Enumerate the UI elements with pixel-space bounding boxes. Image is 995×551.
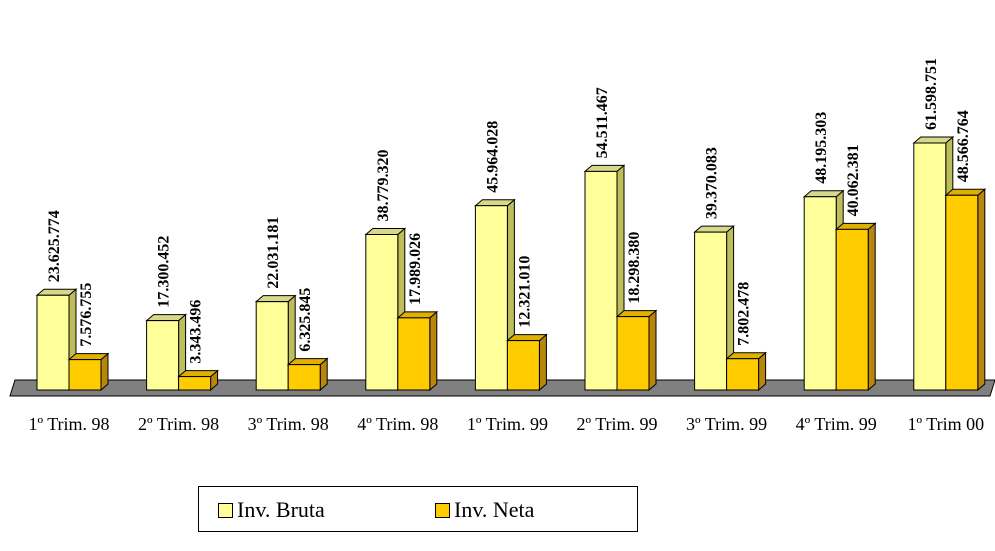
bar-front [506,340,540,391]
bar-side [538,333,547,392]
bar-side [977,188,986,392]
legend-swatch-series-2 [435,502,450,518]
bar-top [177,370,219,378]
bar-1-7 [693,225,735,392]
value-label-2-4: 17.989.026 [407,233,424,305]
x-tick-labels-group: 1º Trim. 98 2º Trim. 98 3º Trim. 98 4º Trim… [28,414,984,434]
bar-front [694,231,728,391]
value-label-2-7: 7.802.478 [736,282,753,346]
bar-top [912,136,955,144]
x-tick-label-3: 3º Trim. 98 [248,414,329,434]
bar-top [834,222,877,230]
bar-front [365,234,399,391]
bar-2-4 [396,310,439,392]
value-label-2-8: 40.062.381 [845,144,862,216]
value-label-1-3: 22.031.181 [265,217,282,289]
x-tick-label-9: 1º Trim 00 [907,414,984,434]
bar-top [67,353,110,361]
legend-item-series-2: Inv. Neta [435,497,534,523]
bar-top [364,228,407,236]
bar-top [725,352,767,360]
bar-top [615,310,658,318]
bar-front [803,196,837,391]
x-tick-label-6: 2º Trim. 99 [576,414,657,434]
legend-swatch-series-1 [218,502,233,518]
x-tick-label-1: 1º Trim. 98 [28,414,109,434]
value-label-1-6: 54.511.467 [594,87,611,158]
bar-front [397,317,431,391]
x-tick-label-5: 1º Trim. 99 [467,414,548,434]
value-label-1-9: 61.598.751 [923,58,940,130]
bar-front [178,376,212,391]
bar-side [867,222,876,392]
bar-front [36,294,70,391]
bar-1-5 [474,198,516,392]
legend-item-series-1: Inv. Bruta [218,497,325,523]
bar-front [616,316,650,391]
bar-front [584,170,618,391]
bar-top [145,314,187,322]
value-label-2-2: 3.343.496 [188,300,205,364]
bar-top [35,288,78,296]
bar-top [396,311,439,319]
value-label-2-9: 48.566.764 [955,110,972,182]
value-label-2-1: 7.576.755 [78,283,95,347]
bar-front [913,142,947,391]
bar-front [287,364,321,391]
value-label-1-1: 23.625.774 [46,210,63,282]
bar-front [146,320,180,391]
value-label-1-8: 48.195.303 [813,112,830,184]
bar-top [506,334,548,342]
bar-side [429,310,438,392]
bar-2-6 [615,309,658,392]
bar-top [802,190,845,198]
bar-front [255,301,289,391]
bar-2-3 [286,357,329,392]
bar-front [835,228,869,391]
legend-label-series-2: Inv. Neta [454,497,535,522]
value-label-2-5: 12.321.010 [516,256,533,328]
bar-top [944,188,987,196]
bar-2-2 [177,369,219,392]
bar-1-4 [364,227,407,392]
x-tick-label-7: 3º Trim. 99 [686,414,767,434]
bar-side [648,309,657,392]
bar-1-2 [145,313,187,392]
value-label-1-4: 38.779.320 [375,150,392,222]
bar-2-9 [944,188,987,392]
value-label-2-6: 18.298.380 [626,232,643,304]
bar-2-8 [834,222,877,392]
bar-2-5 [506,333,548,392]
x-tick-label-4: 4º Trim. 98 [357,414,438,434]
bar-front [726,358,760,391]
x-tick-label-8: 4º Trim. 99 [796,414,877,434]
legend: Inv. Bruta Inv. Neta [198,486,638,532]
value-labels-group: 23.625.774 7.576.755 17.300.452 3.343.496 22… [46,58,972,364]
bar-2-7 [725,351,767,392]
bars-group [35,135,987,392]
bar-top [474,199,516,207]
bar-front [474,205,508,391]
bar-front [68,359,102,391]
value-label-1-5: 45.964.028 [484,121,501,193]
bar-top [254,295,297,303]
bar-front [945,194,979,391]
bar-2-1 [67,352,110,392]
value-label-1-7: 39.370.083 [704,147,721,219]
value-label-1-2: 17.300.452 [156,236,173,308]
x-tick-label-2: 2º Trim. 98 [138,414,219,434]
bar-top [583,164,626,172]
bar-top [286,358,329,366]
bar-top [693,225,735,233]
value-label-2-3: 6.325.845 [297,288,314,352]
legend-label-series-1: Inv. Bruta [237,497,325,522]
